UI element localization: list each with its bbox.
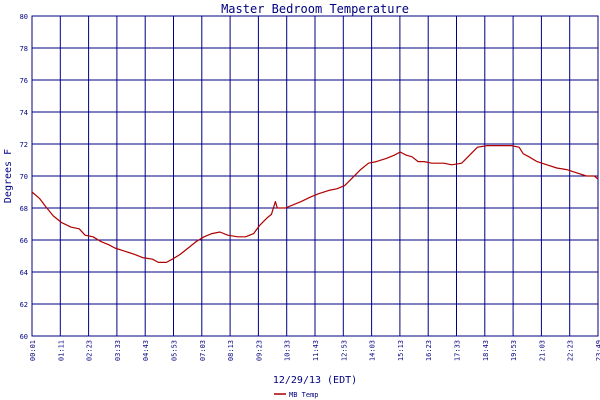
grid	[32, 16, 598, 336]
x-tick-label: 03:33	[114, 340, 122, 361]
x-tick-label: 05:53	[171, 340, 179, 361]
x-tick-label: 23:49	[595, 340, 600, 361]
y-tick-label: 78	[20, 45, 28, 53]
x-tick-label: 21:03	[538, 340, 546, 361]
series-line-mb-temp	[31, 145, 599, 263]
x-tick-label: 04:43	[142, 340, 150, 361]
x-tick-label: 10:33	[284, 340, 292, 361]
plot-frame	[31, 15, 599, 337]
series-layer	[31, 145, 599, 263]
y-tick-label: 66	[20, 237, 28, 245]
y-tick-label: 76	[20, 77, 28, 85]
chart-title: Master Bedroom Temperature	[221, 2, 409, 16]
y-tick-label: 74	[20, 109, 28, 117]
legend: MB Temp	[274, 391, 319, 399]
x-tick-label: 07:03	[199, 340, 207, 361]
x-tick-label: 02:23	[86, 340, 94, 361]
y-tick-label: 72	[20, 141, 28, 149]
x-axis-label: 12/29/13 (EDT)	[273, 375, 357, 386]
x-tick-label: 22:23	[567, 340, 575, 361]
x-tick-label: 17:33	[454, 340, 462, 361]
y-tick-label: 64	[20, 269, 28, 277]
x-tick-label: 12:53	[340, 340, 348, 361]
x-tick-label: 14:03	[369, 340, 377, 361]
y-tick-label: 70	[20, 173, 28, 181]
y-axis-ticks: 60 62 64 66 68 70 72 74 76 78 80	[20, 13, 28, 341]
x-tick-label: 18:43	[482, 340, 490, 361]
legend-label-mb-temp: MB Temp	[289, 391, 319, 399]
y-tick-label: 80	[20, 13, 28, 21]
y-axis-label: Degrees F	[3, 149, 14, 203]
x-tick-label: 11:43	[312, 340, 320, 361]
x-axis-ticks: 00:01 01:11 02:23 03:33 04:43 05:53 07:03 08:13…	[29, 340, 600, 361]
x-tick-label: 19:53	[510, 340, 518, 361]
x-tick-label: 15:13	[397, 340, 405, 361]
x-tick-label: 08:13	[227, 340, 235, 361]
y-tick-label: 68	[20, 205, 28, 213]
x-tick-label: 00:01	[29, 340, 37, 361]
x-tick-label: 01:11	[57, 340, 65, 361]
x-tick-label: 16:23	[425, 340, 433, 361]
x-tick-label: 09:23	[255, 340, 263, 361]
y-tick-label: 62	[20, 301, 28, 309]
y-tick-label: 60	[20, 333, 28, 341]
